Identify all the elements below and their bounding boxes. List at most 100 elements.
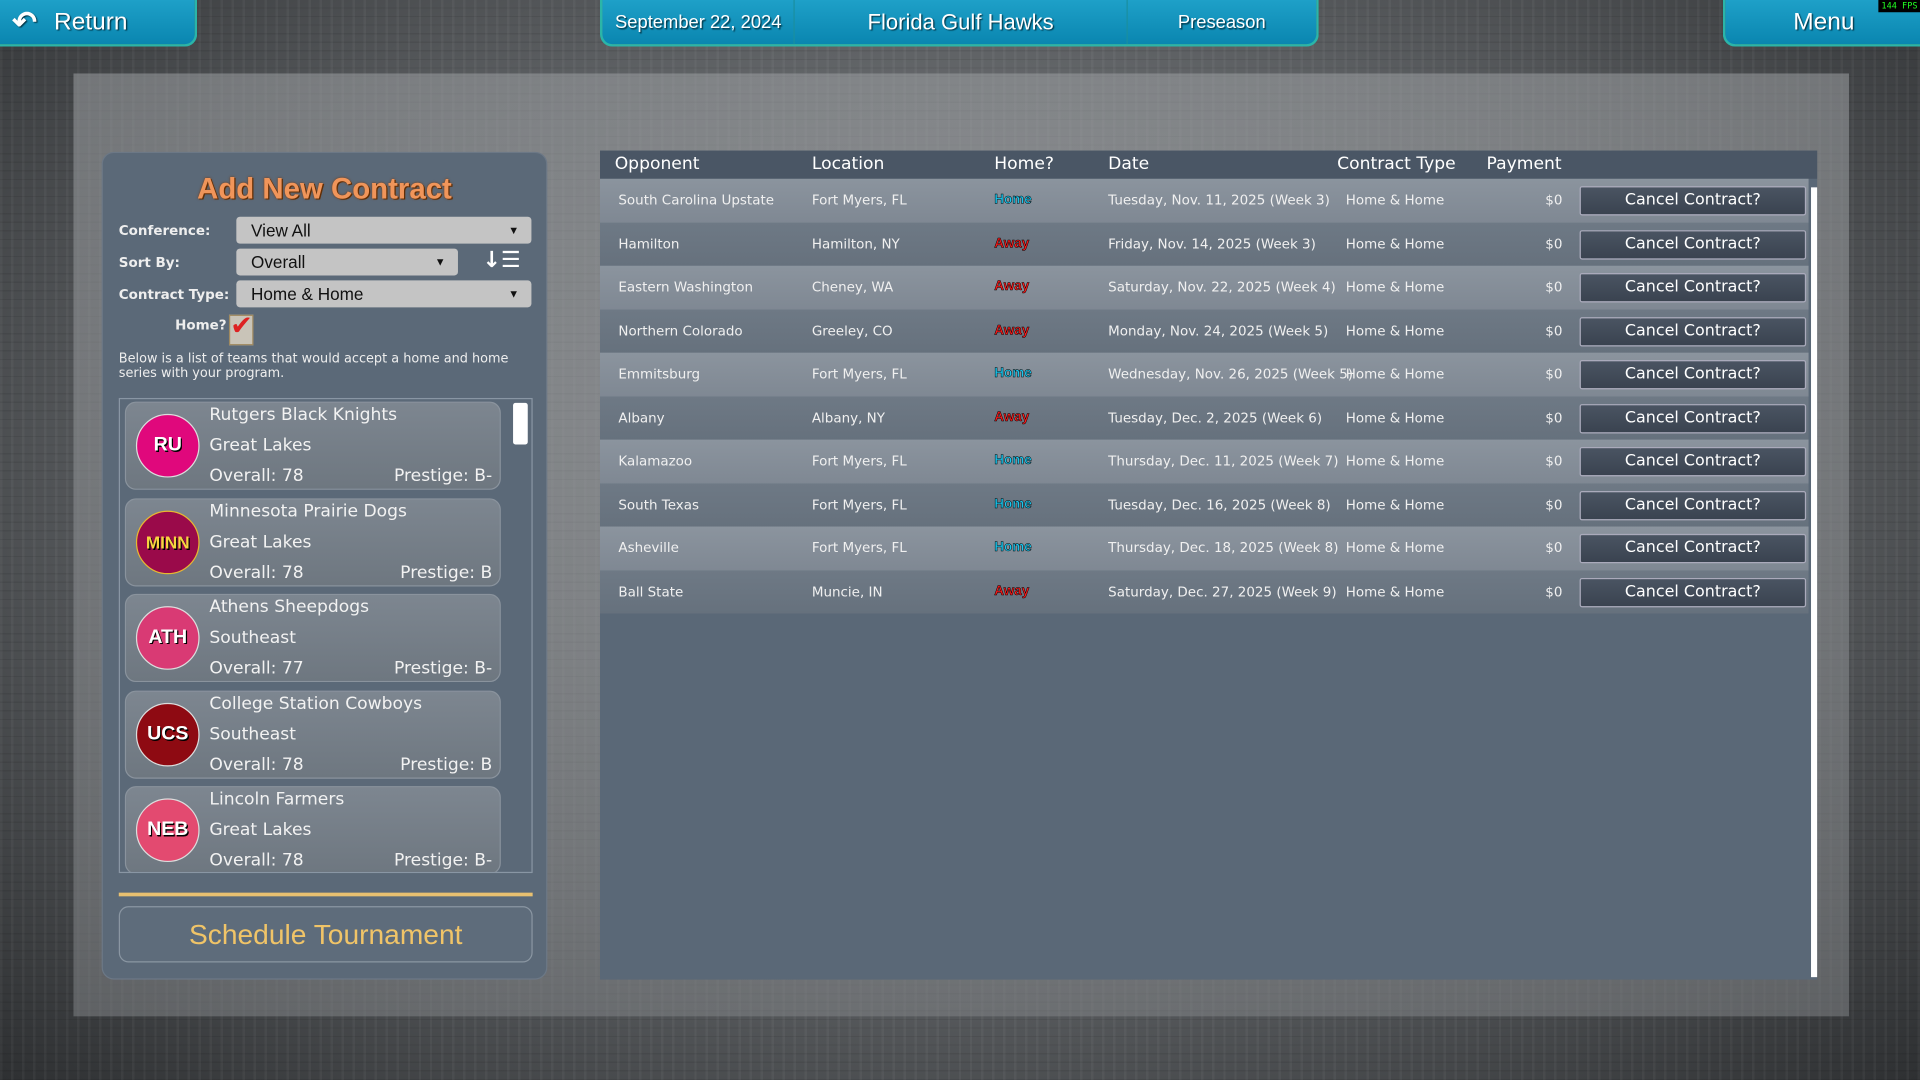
- opponent: Northern Colorado: [618, 322, 743, 339]
- contract-type: Home & Home: [1345, 583, 1445, 600]
- column-header[interactable]: Opponent: [614, 154, 700, 174]
- location: Albany, NY: [811, 409, 885, 426]
- cancel-contract-button[interactable]: Cancel Contract?: [1579, 490, 1807, 520]
- team-card[interactable]: NEB Lincoln Farmers Great Lakes Overall:…: [124, 786, 501, 872]
- table-row: Hamilton Hamilton, NY Away Friday, Nov. …: [600, 222, 1809, 266]
- team-overall: Overall: 78: [209, 754, 304, 775]
- conference-dropdown[interactable]: View All ▼: [236, 216, 532, 244]
- cancel-contract-button[interactable]: Cancel Contract?: [1579, 403, 1807, 433]
- conference-label: Conference:: [118, 222, 211, 239]
- team-name: College Station Cowboys: [209, 693, 423, 714]
- team-prestige: Prestige: B: [400, 562, 493, 583]
- team-prestige: Prestige: B: [400, 754, 493, 775]
- checkmark-icon: ✔: [230, 311, 253, 342]
- column-header[interactable]: Home?: [994, 154, 1055, 174]
- return-button[interactable]: ↶ Return: [0, 0, 198, 47]
- team-conference: Great Lakes: [209, 532, 312, 552]
- column-header[interactable]: Date: [1108, 154, 1150, 174]
- contract-type: Home & Home: [1345, 453, 1445, 469]
- team-logo: UCS: [135, 702, 200, 766]
- payment: $0: [1545, 235, 1563, 252]
- team-logo: ATH: [135, 606, 200, 670]
- opponent: South Texas: [618, 496, 700, 513]
- table-row: Northern Colorado Greeley, CO Away Monda…: [600, 309, 1809, 353]
- table-scrollbar[interactable]: [1811, 187, 1818, 978]
- contract-type: Home & Home: [1345, 366, 1445, 383]
- team-conference: Southeast: [209, 724, 296, 744]
- cancel-contract-button[interactable]: Cancel Contract?: [1579, 229, 1807, 259]
- table-row: Albany Albany, NY Away Tuesday, Dec. 2, …: [600, 396, 1809, 440]
- contract-type: Home & Home: [1345, 235, 1445, 252]
- team-prestige: Prestige: B-: [393, 658, 493, 679]
- team-card[interactable]: UCS College Station Cowboys Southeast Ov…: [124, 690, 501, 779]
- schedule-tournament-button[interactable]: Schedule Tournament: [118, 906, 533, 963]
- caret-down-icon: ▼: [508, 224, 520, 237]
- team-conference: Great Lakes: [209, 820, 312, 841]
- contract-type-label: Contract Type:: [118, 286, 230, 303]
- cancel-contract-button[interactable]: Cancel Contract?: [1579, 186, 1807, 216]
- team-logo: RU: [135, 413, 200, 478]
- team-logo: NEB: [135, 798, 200, 863]
- payment: $0: [1545, 322, 1563, 339]
- team-name: Athens Sheepdogs: [209, 597, 370, 618]
- cancel-contract-button[interactable]: Cancel Contract?: [1579, 273, 1807, 303]
- opponent: Eastern Washington: [618, 279, 754, 296]
- payment: $0: [1545, 279, 1563, 296]
- sort-order-icon[interactable]: ↓☰: [482, 247, 521, 274]
- cancel-contract-button[interactable]: Cancel Contract?: [1579, 446, 1807, 477]
- home-away: Home: [994, 366, 1032, 381]
- home-away: Away: [994, 583, 1030, 599]
- location: Fort Myers, FL: [811, 366, 907, 383]
- team-name: Rutgers Black Knights: [209, 405, 398, 425]
- date: Monday, Nov. 24, 2025 (Week 5): [1108, 322, 1329, 339]
- home-away: Away: [994, 322, 1030, 338]
- panel-title: Add New Contract: [197, 172, 452, 206]
- home-away: Away: [994, 279, 1030, 294]
- team-card[interactable]: MINN Minnesota Prairie Dogs Great Lakes …: [124, 497, 501, 586]
- location: Fort Myers, FL: [811, 540, 907, 556]
- conference-value: View All: [251, 220, 311, 241]
- date: Tuesday, Dec. 2, 2025 (Week 6): [1108, 409, 1323, 426]
- date: Saturday, Nov. 22, 2025 (Week 4): [1108, 279, 1336, 296]
- sort-dropdown[interactable]: Overall ▼: [236, 248, 458, 276]
- column-header[interactable]: Payment: [1486, 154, 1562, 174]
- list-scrollbar[interactable]: [513, 402, 528, 445]
- table-row: South Carolina Upstate Fort Myers, FL Ho…: [600, 178, 1809, 223]
- status-bar: September 22, 2024 Florida Gulf Hawks Pr…: [600, 0, 1319, 47]
- info-note: Below is a list of teams that would acce…: [118, 351, 509, 381]
- location: Fort Myers, FL: [811, 192, 907, 209]
- payment: $0: [1545, 409, 1563, 426]
- opponent: Albany: [618, 409, 665, 426]
- home-away: Away: [994, 235, 1030, 251]
- team-card[interactable]: ATH Athens Sheepdogs Southeast Overall: …: [124, 593, 501, 683]
- location: Cheney, WA: [811, 279, 894, 296]
- add-contract-panel: Add New Contract Conference: View All ▼ S…: [101, 151, 548, 980]
- date: Wednesday, Nov. 26, 2025 (Week 5): [1108, 366, 1354, 383]
- table-row: South Texas Fort Myers, FL Home Tuesday,…: [600, 483, 1809, 527]
- home-away: Home: [994, 496, 1032, 512]
- table-row: Kalamazoo Fort Myers, FL Home Thursday, …: [600, 439, 1809, 484]
- team-card[interactable]: RU Rutgers Black Knights Great Lakes Ove…: [124, 401, 501, 490]
- team-name: Lincoln Farmers: [209, 789, 345, 810]
- payment: $0: [1545, 540, 1563, 556]
- team-name: Florida Gulf Hawks: [795, 0, 1128, 45]
- cancel-contract-button[interactable]: Cancel Contract?: [1579, 316, 1807, 346]
- contract-type: Home & Home: [1345, 279, 1445, 296]
- cancel-contract-button[interactable]: Cancel Contract?: [1579, 360, 1807, 390]
- team-list[interactable]: RU Rutgers Black Knights Great Lakes Ove…: [118, 397, 533, 874]
- date: Thursday, Dec. 11, 2025 (Week 7): [1108, 453, 1339, 469]
- payment: $0: [1545, 496, 1563, 513]
- column-header[interactable]: Contract Type: [1337, 154, 1456, 174]
- home-checkbox[interactable]: ✔: [228, 313, 254, 346]
- contract-type: Home & Home: [1345, 322, 1445, 339]
- opponent: Ball State: [618, 583, 684, 600]
- contracts-table: Opponent Location Home? Date Contract Type Pa…: [600, 150, 1818, 980]
- table-header: Opponent Location Home? Date Contract Type Pa…: [600, 150, 1818, 179]
- cancel-contract-button[interactable]: Cancel Contract?: [1579, 577, 1807, 607]
- contract-type-dropdown[interactable]: Home & Home ▼: [236, 280, 532, 308]
- cancel-contract-button[interactable]: Cancel Contract?: [1579, 533, 1807, 564]
- opponent: Hamilton: [618, 235, 680, 252]
- column-header[interactable]: Location: [811, 154, 885, 174]
- location: Fort Myers, FL: [811, 453, 907, 469]
